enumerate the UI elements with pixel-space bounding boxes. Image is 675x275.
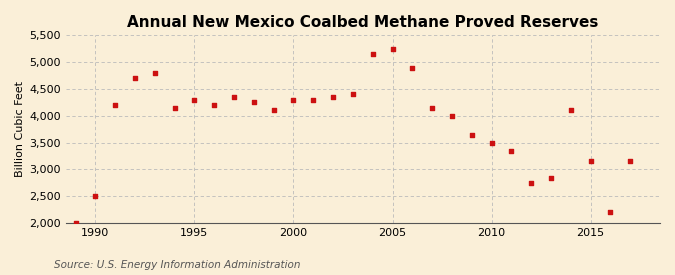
- Point: [288, 98, 299, 102]
- Point: [90, 194, 101, 199]
- Point: [327, 95, 338, 99]
- Point: [427, 106, 437, 110]
- Point: [229, 95, 240, 99]
- Point: [506, 148, 517, 153]
- Point: [248, 100, 259, 104]
- Point: [526, 181, 537, 185]
- Title: Annual New Mexico Coalbed Methane Proved Reserves: Annual New Mexico Coalbed Methane Proved…: [127, 15, 599, 30]
- Point: [585, 159, 596, 164]
- Point: [209, 103, 219, 107]
- Point: [308, 98, 319, 102]
- Point: [189, 98, 200, 102]
- Point: [466, 132, 477, 137]
- Point: [130, 76, 140, 81]
- Point: [387, 46, 398, 51]
- Point: [268, 108, 279, 113]
- Point: [70, 221, 81, 225]
- Point: [169, 106, 180, 110]
- Y-axis label: Billion Cubic Feet: Billion Cubic Feet: [15, 81, 25, 177]
- Point: [149, 71, 160, 75]
- Point: [348, 92, 358, 97]
- Text: Source: U.S. Energy Information Administration: Source: U.S. Energy Information Administ…: [54, 260, 300, 270]
- Point: [545, 175, 556, 180]
- Point: [110, 103, 121, 107]
- Point: [407, 65, 418, 70]
- Point: [566, 108, 576, 113]
- Point: [447, 114, 458, 118]
- Point: [605, 210, 616, 214]
- Point: [367, 52, 378, 56]
- Point: [486, 141, 497, 145]
- Point: [625, 159, 636, 164]
